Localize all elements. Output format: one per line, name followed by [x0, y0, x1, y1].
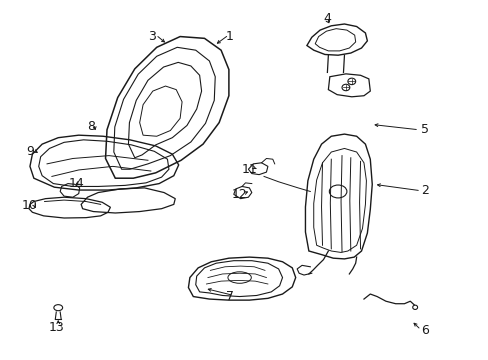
Text: 5: 5: [420, 123, 428, 136]
Text: 2: 2: [420, 184, 428, 197]
Text: 4: 4: [323, 12, 331, 25]
Text: 12: 12: [231, 188, 247, 201]
Text: 10: 10: [22, 199, 38, 212]
Text: 1: 1: [225, 30, 233, 43]
Text: 14: 14: [68, 177, 84, 190]
Text: 3: 3: [147, 30, 156, 43]
Text: 7: 7: [225, 290, 233, 303]
Text: 9: 9: [26, 145, 34, 158]
Text: 8: 8: [87, 120, 95, 133]
Text: 11: 11: [241, 163, 257, 176]
Text: 6: 6: [420, 324, 428, 337]
Text: 13: 13: [49, 321, 64, 334]
